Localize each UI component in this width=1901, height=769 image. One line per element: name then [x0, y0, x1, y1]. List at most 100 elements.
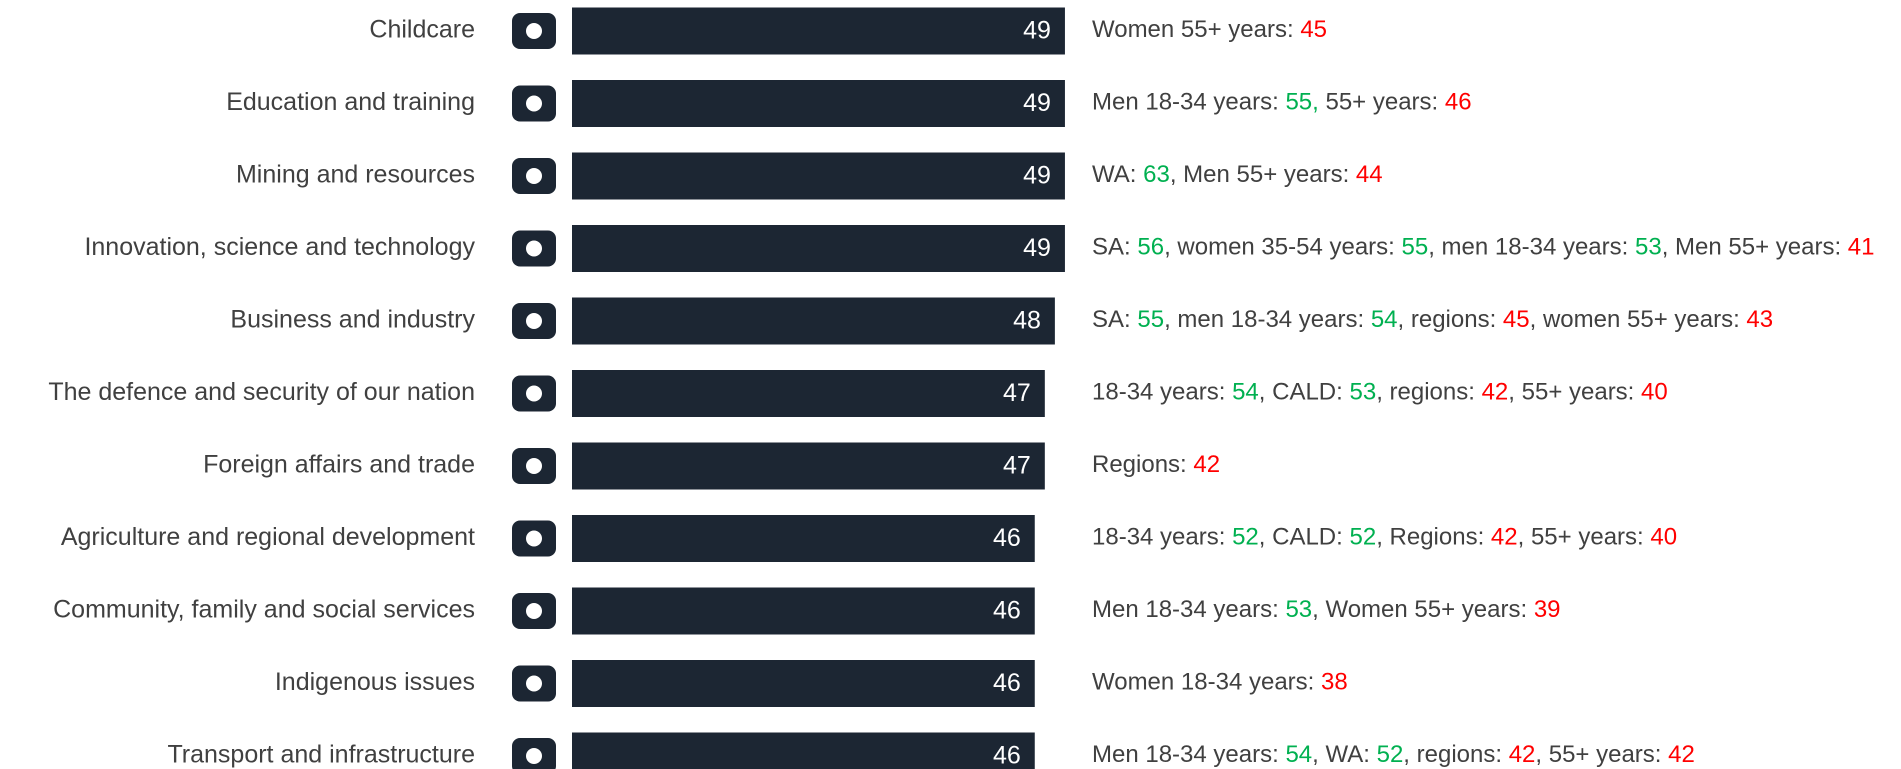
icon [512, 593, 556, 629]
annotation-segment: 53 [1635, 234, 1662, 261]
annotation: Women 18-34 years: 38 [1092, 669, 1348, 696]
annotation-segment: , regions: [1398, 306, 1503, 333]
category-label: Innovation, science and technology [84, 233, 475, 261]
annotation: WA: 63, Men 55+ years: 44 [1092, 161, 1383, 188]
annotation-segment: 52 [1377, 741, 1404, 768]
annotation-segment: 44 [1356, 161, 1383, 188]
annotation: SA: 56, women 35-54 years: 55, men 18-34… [1092, 234, 1874, 261]
value-label: 49 [1023, 234, 1051, 262]
annotation-segment: , women 35-54 years: [1164, 234, 1401, 261]
bar [572, 7, 1065, 55]
annotation-segment: SA: [1092, 234, 1137, 261]
annotation-segment: , 55+ years: [1535, 741, 1668, 768]
icon [512, 665, 556, 702]
icon-dot [526, 240, 542, 257]
category-label: Education and training [226, 88, 475, 116]
icon-dot [526, 603, 542, 619]
annotation-segment: 54 [1232, 379, 1259, 406]
category-label: Agriculture and regional development [61, 523, 475, 551]
annotation-segment: SA: [1092, 306, 1137, 333]
annotation-segment: Men 18-34 years: [1092, 596, 1285, 623]
annotation: Men 18-34 years: 54, WA: 52, regions: 42… [1092, 741, 1695, 768]
category-label: Business and industry [230, 306, 475, 334]
category-label: Indigenous issues [275, 668, 475, 696]
annotation: 18-34 years: 54, CALD: 53, regions: 42, … [1092, 379, 1668, 406]
annotation-segment: , 55+ years: [1508, 379, 1641, 406]
value-label: 46 [993, 524, 1021, 552]
annotation-segment: , WA: [1312, 741, 1376, 768]
bar [572, 225, 1065, 272]
annotation-segment: 40 [1641, 379, 1668, 406]
icon [512, 230, 556, 267]
annotation-segment: 42 [1193, 451, 1220, 478]
bar [572, 80, 1065, 127]
annotation-segment: 55 [1137, 306, 1164, 333]
category-label: The defence and security of our nation [48, 378, 475, 406]
icon-dot [526, 675, 542, 692]
annotation-segment: , regions: [1403, 741, 1508, 768]
annotation-segment: 41 [1848, 234, 1875, 261]
annotation-segment: 46 [1445, 89, 1472, 116]
annotation-segment: 55+ years: [1319, 89, 1445, 116]
annotation: Women 55+ years: 45 [1092, 16, 1327, 43]
annotation-segment: Women 18-34 years: [1092, 669, 1321, 696]
icon [512, 738, 556, 769]
annotation-segment: 54 [1371, 306, 1398, 333]
annotation: SA: 55, men 18-34 years: 54, regions: 45… [1092, 306, 1773, 333]
icon-dot [526, 385, 542, 402]
icon-dot [526, 23, 542, 39]
icon [512, 520, 556, 557]
annotation-segment: , regions: [1376, 379, 1481, 406]
annotation-segment: 53 [1349, 379, 1376, 406]
bar [572, 660, 1035, 707]
annotation-segment: 38 [1321, 669, 1348, 696]
annotation-segment: , Men 55+ years: [1170, 161, 1356, 188]
annotation-segment: 45 [1300, 16, 1327, 43]
category-label: Foreign affairs and trade [203, 451, 475, 479]
annotation-segment: 54 [1285, 741, 1312, 768]
icon [512, 375, 556, 412]
icon [512, 303, 556, 339]
value-label: 46 [993, 597, 1021, 625]
value-label: 46 [993, 742, 1021, 769]
annotation-segment: Women 55+ years: [1092, 16, 1300, 43]
category-label: Transport and infrastructure [167, 741, 475, 769]
annotation-segment: 18-34 years: [1092, 524, 1232, 551]
annotation-segment: , women 55+ years: [1530, 306, 1747, 333]
annotation-segment: WA: [1092, 161, 1143, 188]
annotation-segment: 52 [1232, 524, 1259, 551]
value-label: 47 [1003, 379, 1031, 407]
icon-dot [526, 95, 542, 112]
annotation-segment: 52 [1349, 524, 1376, 551]
icon [512, 13, 556, 49]
icon-dot [526, 313, 542, 329]
annotation-segment: 55, [1285, 89, 1318, 116]
annotation-segment: 42 [1668, 741, 1695, 768]
value-label: 46 [993, 669, 1021, 697]
bar [572, 297, 1055, 345]
annotation-segment: 42 [1482, 379, 1509, 406]
category-label: Community, family and social services [53, 596, 475, 624]
annotation-segment: Regions: [1092, 451, 1193, 478]
annotation-segment: , Regions: [1376, 524, 1491, 551]
value-label: 47 [1003, 452, 1031, 480]
icon-dot [526, 458, 542, 474]
bar [572, 515, 1035, 562]
annotation-segment: , CALD: [1259, 379, 1350, 406]
bar [572, 370, 1045, 417]
annotation-segment: , men 18-34 years: [1428, 234, 1635, 261]
value-label: 49 [1023, 89, 1051, 117]
category-label: Childcare [369, 16, 475, 44]
value-label: 48 [1013, 307, 1041, 335]
bar [572, 732, 1035, 769]
category-label: Mining and resources [236, 161, 475, 189]
annotation: Men 18-34 years: 55, 55+ years: 46 [1092, 89, 1472, 116]
annotation-segment: 40 [1650, 524, 1677, 551]
annotation-segment: 45 [1503, 306, 1530, 333]
value-label: 49 [1023, 162, 1051, 190]
bar [572, 587, 1035, 635]
bar [572, 152, 1065, 200]
annotation-segment: 18-34 years: [1092, 379, 1232, 406]
value-label: 49 [1023, 17, 1051, 45]
